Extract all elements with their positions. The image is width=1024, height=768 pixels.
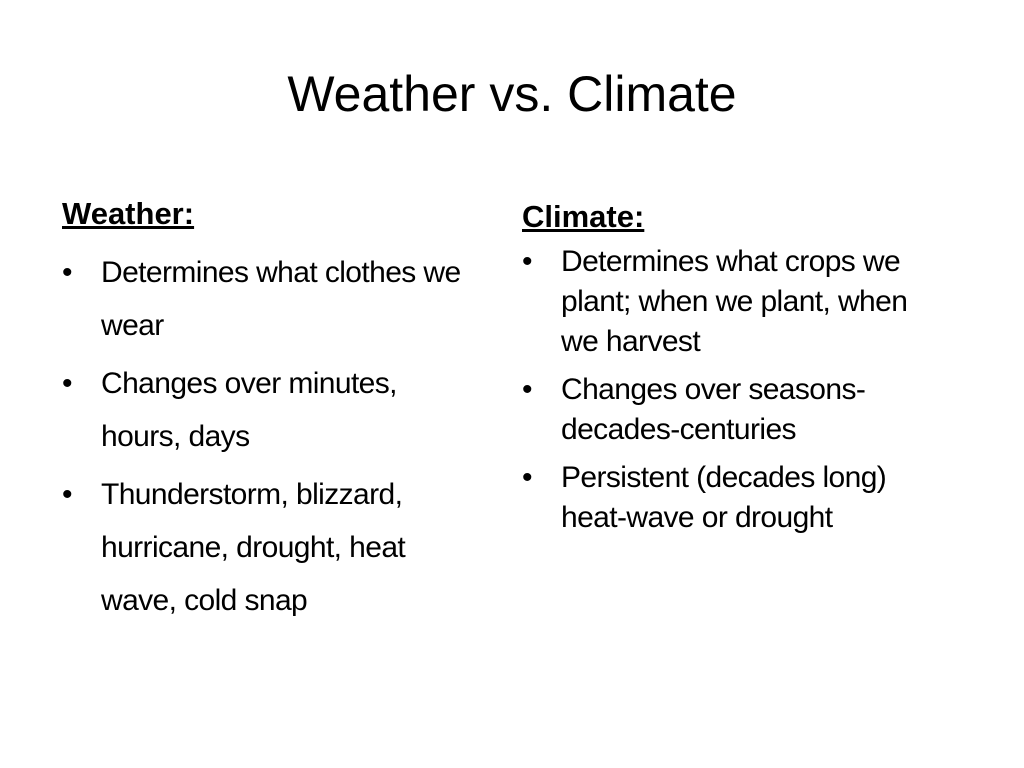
- bullet-item: • Changes over seasons-decades-centuries: [522, 370, 936, 450]
- bullet-text: Changes over minutes, hours, days: [101, 367, 398, 453]
- bullet: •: [522, 461, 533, 494]
- bullet-list: • Determines what crops we plant; when we…: [522, 242, 942, 538]
- column-heading: Weather:: [62, 196, 195, 231]
- column-heading: Climate:: [522, 199, 645, 234]
- bullet-item: • Persistent (decades long) heat-wave or …: [522, 458, 936, 538]
- bullet-text: Changes over seasons-decades-centuries: [561, 373, 866, 446]
- bullet: •: [62, 367, 73, 400]
- bullet-item: • Determines what crops we plant; when we…: [522, 242, 936, 362]
- bullet: •: [522, 245, 533, 278]
- bullet-text: Determines what clothes we wear: [101, 256, 461, 342]
- bullet-item: • Changes over minutes, hours, days: [62, 357, 461, 463]
- bullet-list: • Determines what clothes we wear • Change…: [62, 246, 462, 627]
- bullet: •: [522, 373, 533, 406]
- bullet-text: Determines what crops we plant; when we …: [561, 245, 908, 358]
- climate-column: Climate: • Determines what crops we plant…: [522, 196, 942, 546]
- bullet-text: Persistent (decades long) heat-wave or d…: [561, 461, 887, 534]
- bullet-item: • Thunderstorm, blizzard, hurricane, drou…: [62, 468, 461, 627]
- weather-column: Weather: • Determines what clothes we wea…: [62, 192, 462, 632]
- bullet-item: • Determines what clothes we wear: [62, 246, 461, 352]
- bullet-text: Thunderstorm, blizzard, hurricane, droug…: [101, 478, 406, 617]
- bullet: •: [62, 478, 73, 511]
- bullet: •: [62, 256, 73, 289]
- slide-title: Weather vs. Climate: [287, 66, 737, 122]
